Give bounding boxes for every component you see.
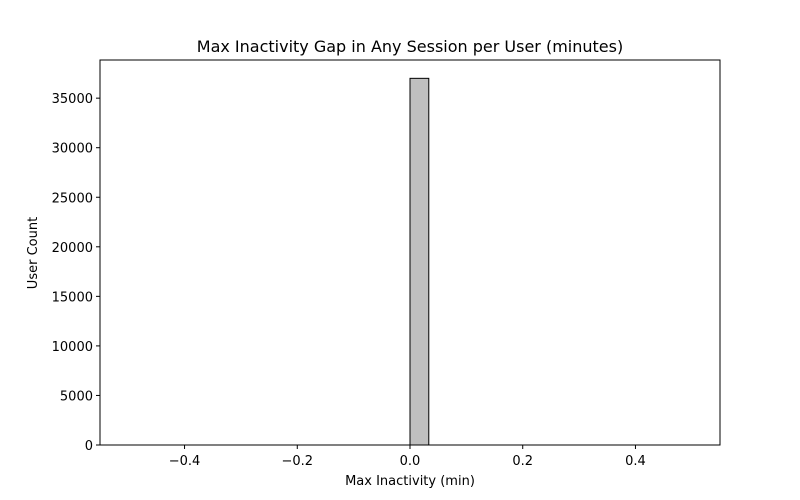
histogram-bar	[409, 77, 430, 446]
y-axis-label: User Count	[26, 217, 41, 289]
x-tick-label: 0.2	[512, 454, 533, 469]
y-tick-label: 15000	[52, 290, 93, 305]
y-tick-label: 20000	[52, 241, 93, 256]
plot-area: −0.4 −0.2 0.0 0.2 0.4 0 5000 10000 15000 20000 250…	[52, 59, 721, 469]
x-tick-label: 0.4	[625, 454, 646, 469]
chart-title: Max Inactivity Gap in Any Session per Us…	[197, 37, 623, 56]
y-tick-label: 35000	[52, 92, 93, 107]
y-tick-label: 0	[85, 439, 93, 454]
x-tick-label: −0.2	[281, 454, 313, 469]
x-axis-label: Max Inactivity (min)	[345, 474, 475, 489]
x-tick-label: 0.0	[400, 454, 421, 469]
y-tick-label: 25000	[52, 191, 93, 206]
y-tick-label: 10000	[52, 340, 93, 355]
y-tick-label: 30000	[52, 142, 93, 157]
x-tick-label: −0.4	[169, 454, 201, 469]
y-tick-label: 5000	[60, 389, 93, 404]
